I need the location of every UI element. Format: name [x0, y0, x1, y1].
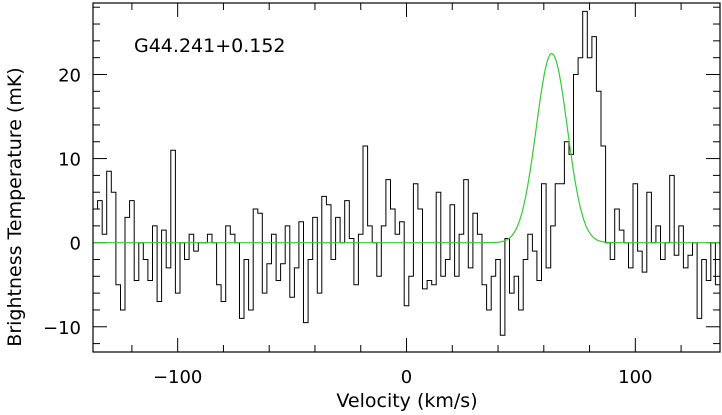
y-axis-label: Brightness Temperature (mK)	[4, 67, 26, 346]
x-tick-label: −100	[153, 367, 202, 388]
gaussian-fit-line	[93, 52, 720, 244]
x-tick-label: 100	[618, 367, 652, 388]
x-tick-label: 0	[401, 367, 412, 388]
y-tick-label: 10	[58, 150, 81, 171]
source-name-label: G44.241+0.152	[134, 35, 286, 57]
x-axis-label: Velocity (km/s)	[336, 390, 477, 412]
y-tick-label: −10	[43, 318, 81, 339]
plot-frame	[92, 2, 721, 353]
y-tick-label: 20	[58, 65, 81, 86]
spectrum-histogram-line	[93, 10, 720, 336]
y-tick-label: 0	[70, 234, 81, 255]
